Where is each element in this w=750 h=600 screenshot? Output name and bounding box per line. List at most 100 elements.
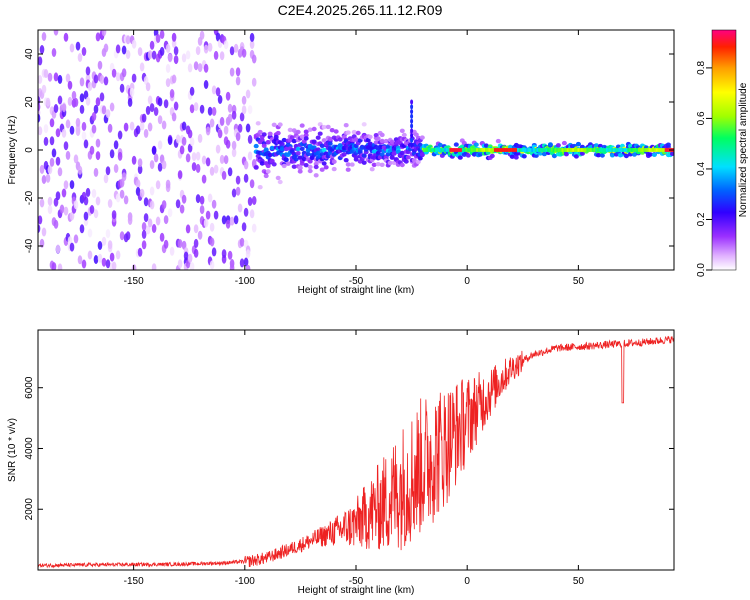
spectrogram-cell	[195, 163, 201, 173]
spectrogram-cell	[207, 42, 213, 52]
snr-x-axis: -150 -100 -50 0 50	[124, 330, 585, 587]
spectrogram-cell	[477, 152, 483, 157]
spectrogram-cell	[361, 160, 367, 165]
spectrogram-cell	[139, 62, 145, 72]
spectrogram-cell	[49, 136, 55, 146]
spectrogram-cell	[155, 180, 161, 190]
spectrogram-cell	[287, 127, 293, 133]
spectrogram-cell	[321, 147, 327, 153]
spectrogram-ridge-cell	[650, 148, 653, 152]
spectrogram-cell	[79, 93, 85, 103]
spectrogram-cell	[495, 138, 501, 144]
spectrogram-ridge-cell	[488, 148, 491, 152]
spectrogram-cell	[51, 148, 57, 158]
spectrogram-cell	[209, 222, 215, 232]
spectrogram-ridge-cell	[581, 148, 583, 152]
spectrogram-cell	[55, 156, 61, 166]
spectrogram-ridge-cell	[506, 148, 509, 152]
spectrogram-cell	[105, 259, 111, 269]
spectrogram-cell	[185, 224, 191, 234]
spectrogram-cell	[243, 207, 249, 217]
spectrogram-ridge-cell	[593, 148, 596, 152]
spectrogram-cell	[367, 141, 373, 146]
spectrogram-cell	[51, 262, 57, 270]
spectrogram-cell	[53, 104, 59, 113]
spectrogram-cell	[203, 44, 209, 54]
spectrogram-cell	[229, 46, 235, 56]
spectrogram-ridge-cell	[461, 148, 464, 152]
spectrogram-ridge-cell	[543, 148, 546, 152]
spectrogram-ridge-cell	[664, 148, 667, 152]
spectrogram-cell	[225, 139, 231, 149]
spectrogram-cell	[147, 122, 153, 132]
spectrogram-ridge-cell	[438, 148, 441, 152]
spectrogram-ridge-cell	[479, 148, 482, 152]
spectrogram-ridge-cell	[545, 148, 548, 152]
spectrogram-y-axis: -40 -20 0 20 40	[24, 48, 674, 253]
colorbar-tick-label: 0.6	[696, 111, 707, 125]
spectrogram-cell	[99, 92, 105, 102]
x-tick-label: 50	[573, 576, 585, 587]
spectrogram-cell	[415, 159, 421, 165]
spectrogram-cell	[137, 165, 143, 175]
spectrogram-cell	[71, 90, 77, 100]
spectrogram-ridge-cell	[520, 148, 523, 152]
spectrogram-cell	[197, 133, 203, 143]
spectrogram-cell	[111, 261, 117, 270]
spectrogram-ridge-cell	[563, 148, 566, 152]
spectrogram-cell	[87, 228, 93, 238]
spectrogram-cell	[173, 55, 179, 65]
spectrogram-cell	[241, 48, 247, 58]
spectrogram-cell	[437, 142, 443, 148]
colorbar-tick-label: 0.8	[696, 61, 707, 75]
spectrogram-cell	[237, 203, 243, 213]
spectrogram-cell	[333, 129, 339, 134]
spectrogram-cell	[113, 140, 119, 150]
spectrogram-cell	[153, 153, 159, 163]
spectrogram-cell	[353, 137, 359, 142]
spectrogram-cell	[77, 165, 83, 175]
spectrogram-cell	[651, 152, 657, 157]
spectrogram-cell	[227, 250, 233, 260]
spectrogram-cell	[235, 67, 241, 77]
spectrogram-cell	[211, 106, 217, 116]
spectrogram-cell	[103, 76, 109, 86]
spectrogram-cell	[631, 152, 637, 157]
spectrogram-cell	[417, 156, 423, 161]
spectrogram-cell	[373, 133, 379, 138]
spectrogram-cell	[275, 175, 281, 181]
spectrogram-ridge-cell	[538, 148, 541, 152]
spectrogram-cell	[38, 95, 41, 105]
spectrogram-cell	[271, 122, 277, 128]
spectrogram-cell	[295, 151, 301, 156]
spectrogram-ridge-cell	[662, 148, 665, 152]
spectrogram-cell	[165, 179, 171, 189]
spectrogram-ridge-cell	[431, 148, 434, 152]
spectrogram-cell	[167, 208, 173, 218]
spectrogram-cell	[251, 196, 257, 205]
spectrogram-cell	[413, 132, 419, 137]
spectrogram-cell	[277, 179, 283, 185]
spectrogram-cell	[359, 145, 365, 150]
spectrogram-cell	[233, 215, 239, 225]
spectrogram-cell	[195, 46, 201, 56]
spectrogram-cell	[253, 143, 259, 149]
spectrogram-cell	[165, 43, 171, 53]
spectrogram-cell	[85, 187, 91, 197]
spectrogram-cell	[267, 152, 273, 158]
spectrogram-ridge-cell	[568, 148, 571, 152]
spectrogram-cell	[77, 53, 83, 62]
spectrogram-cell	[205, 157, 211, 167]
y-tick-label: 2000	[24, 498, 35, 521]
spectrogram-cell	[215, 32, 221, 42]
spectrogram-cell	[377, 147, 383, 153]
spectrogram-ridge-cell	[492, 148, 495, 152]
spectrogram-cell	[263, 173, 269, 179]
spectrogram-spike-cell	[410, 142, 414, 148]
spectrogram-cell	[257, 185, 263, 190]
spectrogram-cell	[105, 109, 111, 119]
spectrogram-cell	[317, 131, 323, 136]
spectrogram-cell	[563, 152, 569, 157]
spectrogram-cell	[105, 166, 111, 176]
spectrogram-cell	[109, 149, 115, 159]
